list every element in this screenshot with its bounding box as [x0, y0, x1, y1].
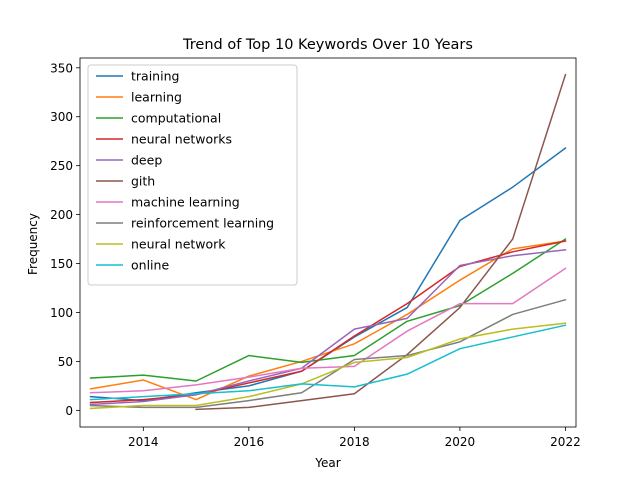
y-tick-label: 150: [50, 257, 73, 271]
series-line-machine-learning: [89, 267, 567, 394]
legend-label: training: [131, 69, 179, 84]
legend-label: online: [131, 258, 169, 273]
chart-title: Trend of Top 10 Keywords Over 10 Years: [182, 37, 473, 53]
y-tick-label: 300: [50, 110, 73, 124]
legend: training learning computational neural netw…: [87, 64, 298, 286]
y-tick-label: 0: [65, 404, 73, 418]
series-line-reinforcement-learning: [89, 298, 567, 409]
axes-layer: 2014 2016 2018 2020 2022 0 50 100 150 200 250 300 35…: [50, 57, 581, 449]
series-line-neural-networks: [89, 240, 567, 404]
legend-label: learning: [131, 90, 182, 105]
x-axis-label: Year: [314, 456, 340, 470]
legend-label: reinforcement learning: [131, 216, 274, 231]
x-tick-label: 2022: [550, 435, 581, 449]
series-line-online: [89, 324, 567, 401]
legend-label: neural networks: [131, 132, 232, 147]
plot-frame: [79, 57, 577, 428]
legend-label: machine learning: [131, 195, 240, 210]
y-axis-label: Frequency: [26, 213, 40, 275]
y-tick-label: 200: [50, 208, 73, 222]
legend-label: neural network: [131, 237, 226, 252]
x-tick-label: 2014: [128, 435, 159, 449]
series-line-gith: [195, 73, 567, 411]
y-tick-label: 50: [58, 355, 73, 369]
legend-box: [87, 64, 298, 286]
legend-label: gith: [131, 174, 155, 189]
y-tick-label: 250: [50, 159, 73, 173]
legend-label: deep: [131, 153, 162, 168]
x-tick-label: 2020: [445, 435, 476, 449]
y-tick-label: 350: [50, 61, 73, 75]
series-line-computational: [89, 238, 567, 382]
series-line-deep: [89, 249, 567, 406]
x-tick-label: 2018: [339, 435, 370, 449]
series-line-neural-network: [89, 322, 567, 410]
y-tick-label: 100: [50, 306, 73, 320]
x-tick-label: 2016: [234, 435, 265, 449]
legend-label: computational: [131, 111, 221, 126]
series-line-learning: [89, 240, 567, 401]
series-layer: [89, 73, 567, 411]
